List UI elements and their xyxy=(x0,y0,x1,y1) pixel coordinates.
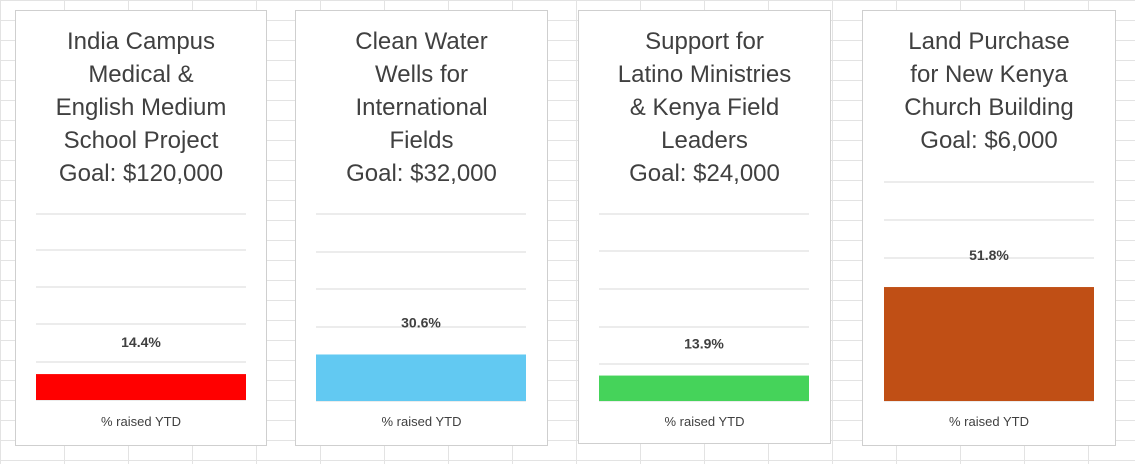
chart-title: India Campus Medical & English Medium Sc… xyxy=(55,28,227,187)
x-axis-label: % raised YTD xyxy=(381,414,462,429)
x-axis-label: % raised YTD xyxy=(101,414,181,429)
data-label: 13.9% xyxy=(684,336,724,352)
bar-chart: 14.4% xyxy=(36,213,246,401)
chart-card-land-purchase[interactable]: Land Purchase for New Kenya Church Build… xyxy=(862,10,1116,446)
bar[interactable] xyxy=(599,375,809,401)
bar[interactable] xyxy=(36,374,246,400)
chart-title: Support for Latino Ministries & Kenya Fi… xyxy=(617,28,792,187)
bar[interactable] xyxy=(884,287,1094,401)
bar-chart: 13.9% xyxy=(599,213,809,402)
bar-chart: 51.8% xyxy=(884,181,1094,402)
data-label: 51.8% xyxy=(969,247,1009,263)
chart-title: Clean Water Wells for International Fiel… xyxy=(346,28,497,187)
chart-title: Land Purchase for New Kenya Church Build… xyxy=(904,28,1074,154)
chart-card-clean-water[interactable]: Clean Water Wells for International Fiel… xyxy=(295,10,548,446)
data-label: 30.6% xyxy=(401,314,441,330)
x-axis-label: % raised YTD xyxy=(949,414,1029,429)
x-axis-label: % raised YTD xyxy=(664,414,745,429)
bar-chart: 30.6% xyxy=(316,213,526,402)
chart-card-latino-kenya[interactable]: Support for Latino Ministries & Kenya Fi… xyxy=(578,10,831,444)
data-label: 14.4% xyxy=(121,334,161,350)
chart-card-india-campus[interactable]: India Campus Medical & English Medium Sc… xyxy=(15,10,267,446)
bar[interactable] xyxy=(316,354,526,401)
